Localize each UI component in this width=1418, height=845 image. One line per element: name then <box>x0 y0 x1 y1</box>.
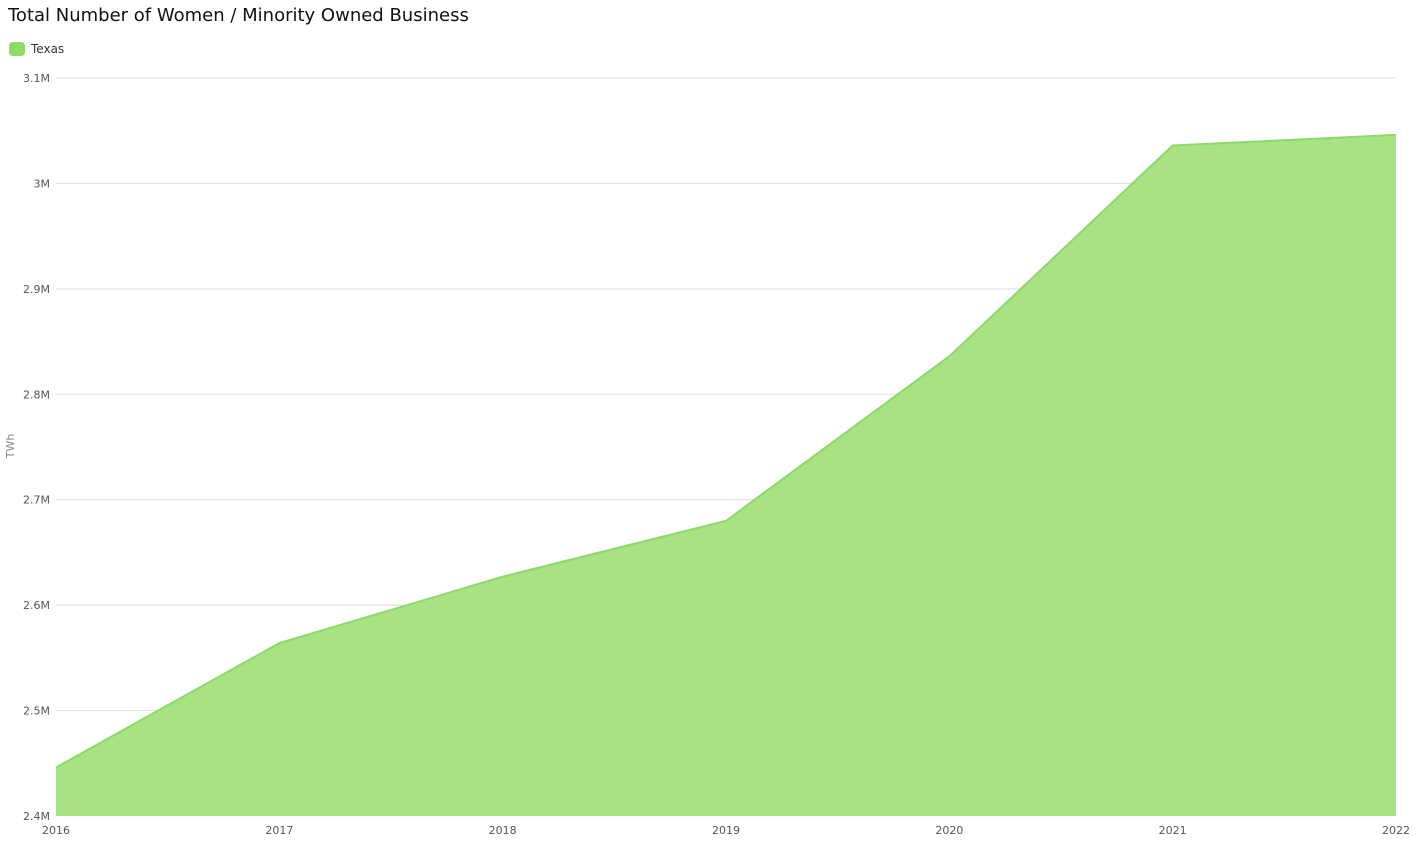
y-tick-label: 2.6M <box>23 599 50 612</box>
area-line-texas <box>55 133 1397 769</box>
legend-swatch-texas[interactable] <box>9 42 25 56</box>
data-point-2018[interactable] <box>499 573 507 581</box>
x-axis-ticks: 2016 2017 2018 2019 2020 2021 2022 <box>42 824 1410 837</box>
x-tick-label: 2016 <box>42 824 70 837</box>
y-tick-label: 2.8M <box>23 388 50 401</box>
y-tick-label: 2.4M <box>23 810 50 823</box>
x-tick-label: 2021 <box>1159 824 1187 837</box>
y-tick-label: 3.1M <box>23 72 50 85</box>
legend: Texas <box>9 42 64 56</box>
data-point-2016[interactable] <box>52 764 60 772</box>
y-tick-label: 2.9M <box>23 283 50 296</box>
data-point-2017[interactable] <box>275 639 283 647</box>
y-tick-label: 2.5M <box>23 705 50 718</box>
x-tick-label: 2019 <box>712 824 740 837</box>
y-axis-title: TWh <box>4 434 17 460</box>
x-tick-label: 2017 <box>265 824 293 837</box>
area-fill-texas[interactable] <box>56 134 1396 817</box>
data-point-2022[interactable] <box>1392 131 1400 139</box>
x-tick-label: 2022 <box>1382 824 1410 837</box>
data-point-2021[interactable] <box>1169 141 1177 149</box>
data-point-2020[interactable] <box>945 352 953 360</box>
chart-title: Total Number of Women / Minority Owned B… <box>8 5 469 26</box>
x-tick-label: 2020 <box>935 824 963 837</box>
x-tick-label: 2018 <box>489 824 517 837</box>
legend-label-texas[interactable]: Texas <box>31 42 65 56</box>
y-axis-ticks: 2.4M 2.5M 2.6M 2.7M 2.8M 2.9M 3M 3.1M <box>23 72 50 823</box>
y-tick-label: 3M <box>34 177 51 190</box>
area-series-texas <box>52 131 1400 817</box>
data-point-2019[interactable] <box>722 517 730 525</box>
y-tick-label: 2.7M <box>23 494 50 507</box>
